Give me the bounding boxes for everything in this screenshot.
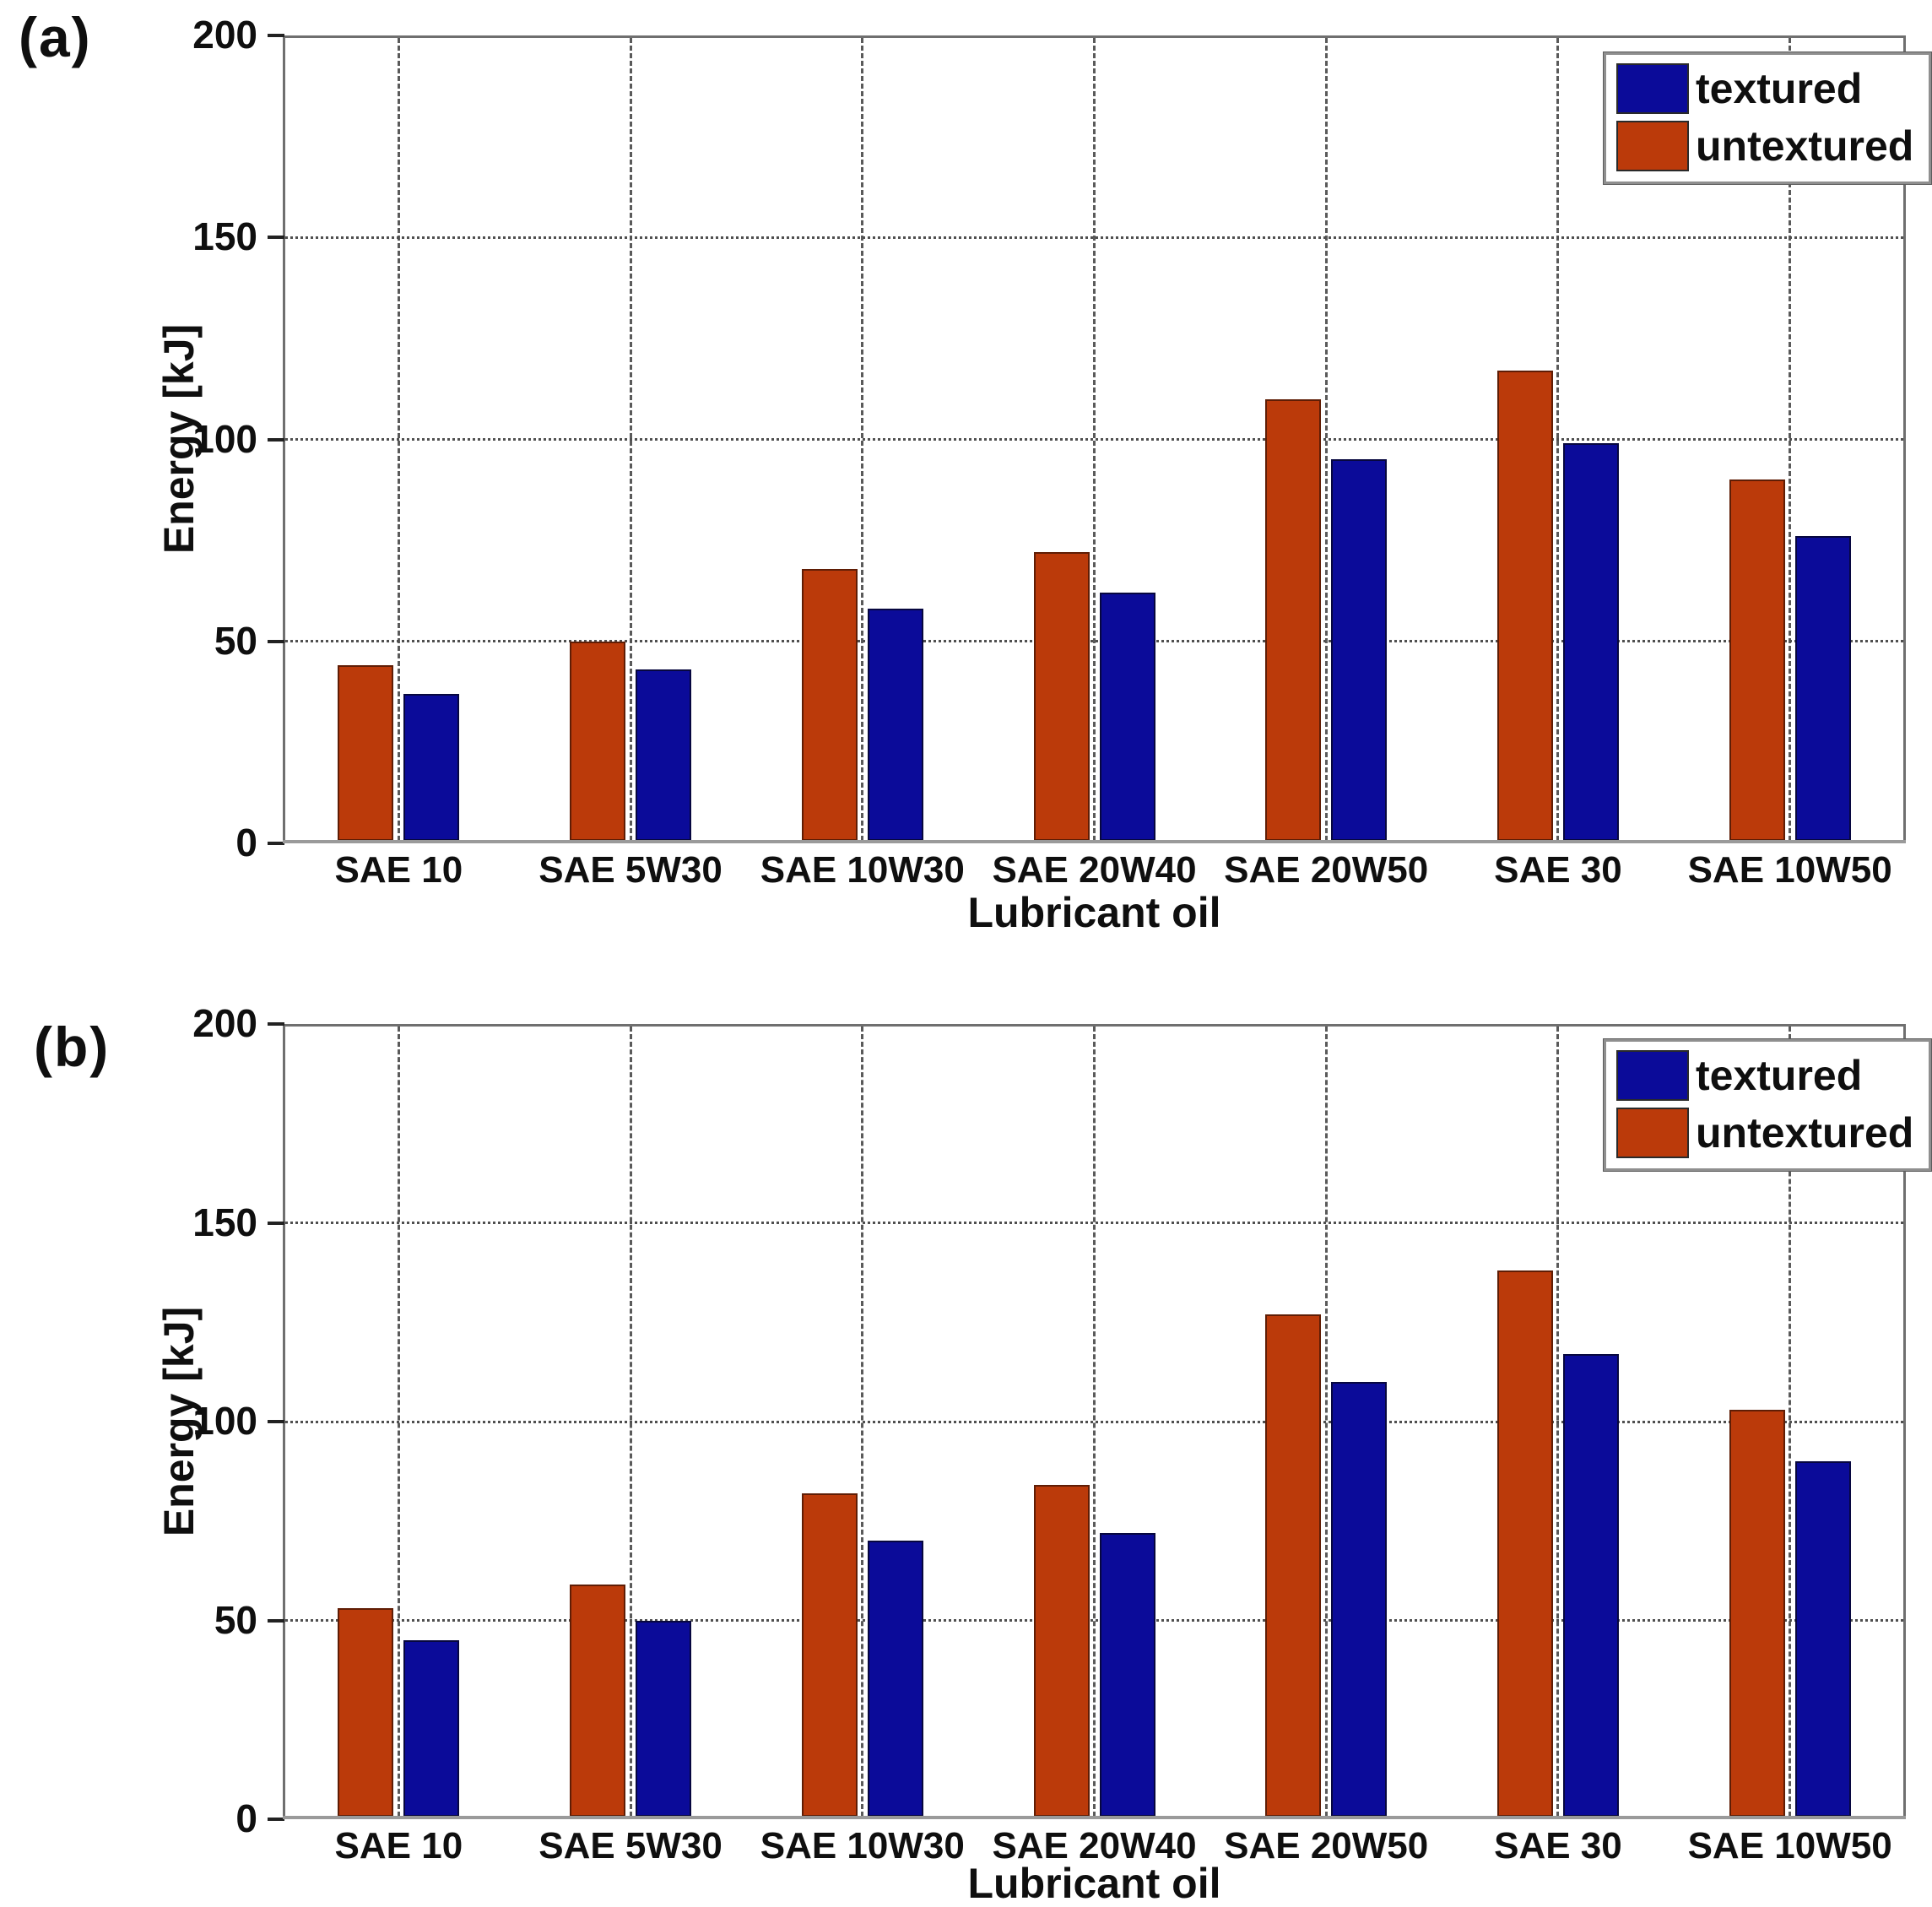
bar-textured-SAE-10W30 [867,1541,923,1817]
bar-untextured-SAE-10 [338,1608,394,1817]
legend-item-untextured: untextured [1616,1108,1913,1158]
untextured-color-swatch [1616,121,1689,171]
bar-textured-SAE-10W50 [1794,1461,1851,1817]
y-tick-mark [268,1818,284,1821]
textured-color-swatch [1616,1050,1689,1101]
panel-a-label: (a) [19,6,92,68]
y-tick-label: 200 [192,13,257,57]
gridline-h [285,640,1903,643]
bar-untextured-SAE-10W50 [1729,479,1785,841]
x-category-label: SAE 10 [334,1825,463,1866]
x-category-label: SAE 5W30 [538,1825,722,1866]
bar-textured-SAE-20W40 [1099,593,1155,841]
y-tick-mark [268,1022,284,1026]
bar-textured-SAE-30 [1562,1353,1619,1817]
x-axis-line [283,1816,1906,1819]
bar-textured-SAE-20W50 [1331,459,1388,841]
untextured-color-swatch [1616,1108,1689,1158]
legend-item-textured: textured [1616,63,1913,114]
x-category-label: SAE 30 [1494,1825,1622,1866]
textured-color-swatch [1616,63,1689,114]
bar-untextured-SAE-20W40 [1033,552,1090,841]
gridline-h [285,1222,1903,1224]
x-category-label: SAE 30 [1494,849,1622,891]
x-category-label: SAE 5W30 [538,849,722,891]
bar-untextured-SAE-10W30 [801,1493,858,1817]
panel-a-legend: textured untextured [1604,52,1932,184]
x-category-label: SAE 20W50 [1224,849,1429,891]
x-category-label: SAE 10W30 [760,849,965,891]
y-tick-mark [268,639,284,643]
bar-textured-SAE-10 [403,693,460,841]
panel-b-legend: textured untextured [1604,1039,1932,1171]
bar-textured-SAE-10 [403,1640,460,1817]
gridline-h [285,438,1903,441]
y-tick-label: 0 [235,1796,257,1840]
bar-untextured-SAE-5W30 [570,1585,626,1817]
bar-textured-SAE-30 [1562,443,1619,841]
panel-a-x-axis-title: Lubricant oil [967,889,1221,936]
bar-textured-SAE-20W40 [1099,1532,1155,1817]
bar-untextured-SAE-10 [338,665,394,841]
legend-label-untextured: untextured [1696,122,1914,170]
legend-label-untextured: untextured [1696,1109,1914,1157]
x-category-label: SAE 20W50 [1224,1825,1429,1866]
panel-b-x-axis-title: Lubricant oil [967,1860,1221,1907]
y-tick-label: 100 [192,416,257,461]
bar-untextured-SAE-30 [1496,1270,1553,1817]
gridline-h [285,1619,1903,1622]
bar-untextured-SAE-5W30 [570,641,626,841]
y-tick-label: 150 [192,1200,257,1244]
bar-textured-SAE-10W50 [1794,536,1851,841]
y-tick-mark [268,236,284,240]
y-tick-mark [268,1221,284,1225]
gridline-h [285,1420,1903,1423]
x-category-label: SAE 10W50 [1687,849,1892,891]
legend-item-textured: textured [1616,1050,1913,1101]
bar-untextured-SAE-20W40 [1033,1485,1090,1817]
y-tick-mark [268,437,284,442]
panel-b-label: (b) [34,1016,111,1078]
x-category-label: SAE 20W40 [992,849,1197,891]
bar-untextured-SAE-30 [1496,371,1553,841]
y-tick-mark [268,842,284,845]
x-category-label: SAE 10 [334,849,463,891]
x-category-label: SAE 10W50 [1687,1825,1892,1866]
x-category-label: SAE 10W30 [760,1825,965,1866]
legend-label-textured: textured [1696,65,1863,112]
legend-item-untextured: untextured [1616,121,1913,171]
y-tick-mark [268,34,284,37]
bar-untextured-SAE-10W50 [1729,1409,1785,1817]
gridline-h [285,236,1903,239]
y-tick-label: 150 [192,214,257,259]
bar-untextured-SAE-10W30 [801,568,858,841]
y-tick-label: 200 [192,1001,257,1045]
y-tick-label: 50 [214,1597,257,1642]
legend-label-textured: textured [1696,1052,1863,1099]
y-tick-label: 0 [235,821,257,864]
bar-textured-SAE-10W30 [867,609,923,841]
bar-untextured-SAE-20W50 [1265,398,1322,841]
bar-textured-SAE-20W50 [1331,1381,1388,1817]
bar-untextured-SAE-20W50 [1265,1314,1322,1817]
y-tick-mark [268,1420,284,1423]
x-axis-line [283,840,1906,843]
x-category-label: SAE 20W40 [992,1825,1197,1866]
y-tick-mark [268,1618,284,1623]
y-tick-label: 50 [214,618,257,663]
bar-textured-SAE-5W30 [636,1620,692,1817]
bar-textured-SAE-5W30 [636,669,692,841]
y-tick-label: 100 [192,1399,257,1443]
